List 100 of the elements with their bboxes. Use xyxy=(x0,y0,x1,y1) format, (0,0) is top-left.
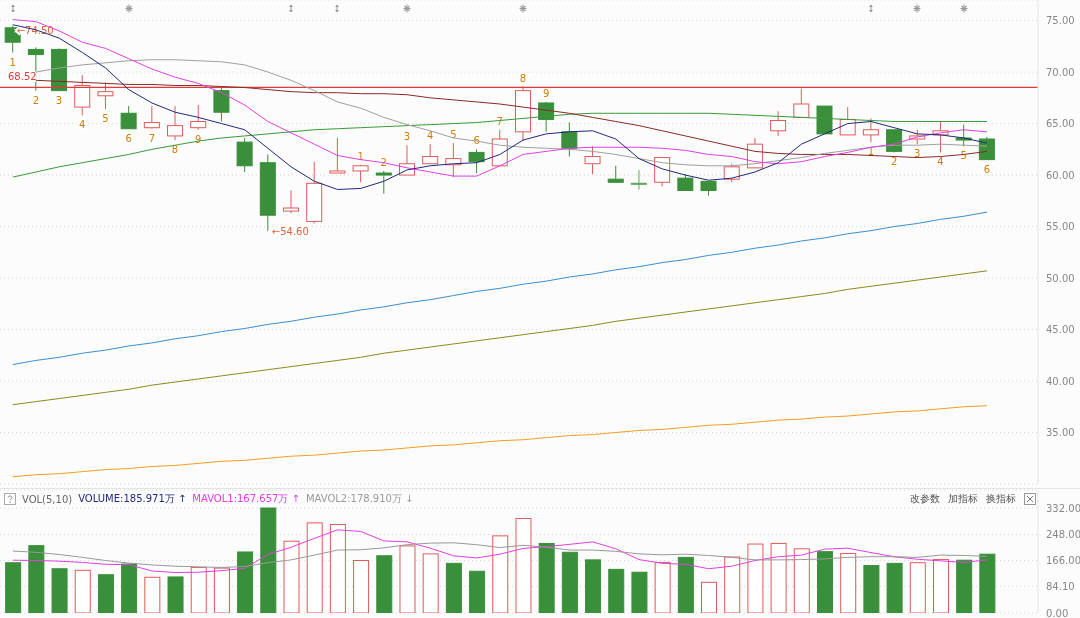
annotation: 加指标 xyxy=(948,492,978,506)
candlestick xyxy=(143,105,160,129)
candlestick xyxy=(630,169,647,190)
bar xyxy=(283,540,300,613)
candlestick xyxy=(190,104,207,131)
bar xyxy=(979,553,996,613)
bar xyxy=(469,570,486,613)
bar xyxy=(492,535,509,613)
text: 7 xyxy=(148,132,156,144)
y-tick-label: 55.00 xyxy=(1046,221,1075,233)
text: 5 xyxy=(102,113,109,125)
bar xyxy=(74,569,91,613)
text: 4 xyxy=(426,130,434,142)
y-tick-label: 166.00 xyxy=(1046,555,1080,567)
bar xyxy=(701,581,718,613)
bar xyxy=(28,545,45,613)
bar xyxy=(608,568,625,613)
bar xyxy=(886,562,903,613)
y-tick-label: 40.00 xyxy=(1046,375,1075,387)
y-tick-label: 332.00 xyxy=(1046,502,1080,514)
y-tick-label: 35.00 xyxy=(1046,427,1075,439)
bar xyxy=(237,551,254,613)
annotation: ←54.60 xyxy=(271,225,309,237)
annotation: VOLUME:185.971万 ↑ xyxy=(78,492,187,506)
chart-title: VOL(5,10) xyxy=(22,493,73,505)
text: 6 xyxy=(125,132,132,144)
bar xyxy=(561,551,578,613)
bar xyxy=(121,563,138,613)
bar xyxy=(793,548,810,613)
annotation: 改参数 xyxy=(910,492,940,506)
text: 2 xyxy=(32,94,40,106)
text: 4 xyxy=(79,119,86,131)
candlestick xyxy=(514,86,531,142)
annotation: 换指标 xyxy=(986,492,1016,506)
y-tick-label: 248.00 xyxy=(1046,529,1080,541)
y-tick-label: 0.00 xyxy=(1046,607,1069,618)
y-tick-label: 70.00 xyxy=(1046,66,1075,78)
bar xyxy=(631,571,648,613)
text: 3 xyxy=(403,131,411,143)
text: 2 xyxy=(890,156,898,168)
line-series xyxy=(12,405,988,478)
bar xyxy=(932,559,949,613)
y-tick-label: 75.00 xyxy=(1046,15,1075,27)
candlestick xyxy=(283,190,300,214)
bar xyxy=(399,545,416,613)
y-tick-label: 50.00 xyxy=(1046,272,1075,284)
line-series xyxy=(12,211,988,366)
bar xyxy=(97,574,114,613)
bar xyxy=(260,507,277,613)
bar xyxy=(770,542,787,613)
y-tick-label: 84.10 xyxy=(1046,580,1075,592)
line-series xyxy=(12,529,988,574)
text: 4 xyxy=(937,156,944,168)
bar xyxy=(167,576,184,613)
text: 6 xyxy=(473,135,480,147)
bar xyxy=(445,562,462,613)
bar xyxy=(724,556,741,613)
bar xyxy=(654,561,671,613)
bar xyxy=(515,517,532,613)
bar xyxy=(144,576,161,613)
text: 7 xyxy=(496,115,503,127)
text: 3 xyxy=(55,94,63,106)
text: 6 xyxy=(983,163,991,175)
line-series xyxy=(12,270,988,406)
text: 1 xyxy=(9,56,16,68)
bar xyxy=(190,566,207,613)
bar xyxy=(329,523,346,613)
bar xyxy=(213,567,230,613)
bar xyxy=(422,553,439,613)
text: 2 xyxy=(380,156,387,168)
bar xyxy=(353,560,370,613)
bar xyxy=(840,553,857,613)
text: 9 xyxy=(542,87,550,99)
bar xyxy=(538,542,555,613)
candlestick xyxy=(468,148,485,174)
bar xyxy=(677,556,694,613)
text: 5 xyxy=(960,150,967,162)
y-tick-label: 65.00 xyxy=(1046,118,1075,130)
text: MAVOL2:178.910万 ↓ xyxy=(305,492,414,506)
candlestick xyxy=(770,110,787,137)
candlestick xyxy=(862,117,879,143)
text: 1 xyxy=(357,150,364,162)
bar xyxy=(817,551,833,613)
candlestick xyxy=(167,105,184,141)
bar xyxy=(747,543,764,613)
text: 3 xyxy=(914,148,921,160)
text: 8 xyxy=(519,72,527,84)
bar xyxy=(306,522,323,613)
line-series xyxy=(35,59,988,167)
bar xyxy=(956,559,973,613)
y-tick-label: 45.00 xyxy=(1046,324,1075,336)
text: MAVOL1:167.657万 ↑ xyxy=(192,492,300,506)
bar xyxy=(909,562,926,613)
bar xyxy=(585,559,602,613)
bar xyxy=(863,565,880,613)
y-tick-label: 60.00 xyxy=(1046,169,1075,181)
line-series xyxy=(12,542,988,568)
bar xyxy=(51,568,68,613)
bar xyxy=(376,555,393,613)
bar xyxy=(5,562,22,613)
